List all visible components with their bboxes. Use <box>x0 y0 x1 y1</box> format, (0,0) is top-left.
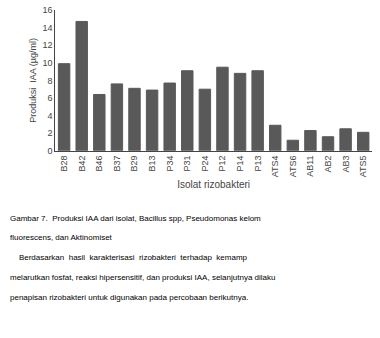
svg-text:ATS6: ATS6 <box>288 155 298 177</box>
svg-text:10: 10 <box>43 58 53 68</box>
svg-text:P14: P14 <box>235 155 245 171</box>
svg-text:B42: B42 <box>77 155 87 171</box>
svg-text:B46: B46 <box>94 155 104 171</box>
svg-text:6: 6 <box>48 93 53 103</box>
svg-text:AB3: AB3 <box>341 155 351 172</box>
svg-text:Berdasarkan hasil karakteris: Berdasarkan hasil karakterisasi rizobakt… <box>10 253 248 262</box>
svg-text:B13: B13 <box>147 155 157 171</box>
svg-text:16: 16 <box>43 5 53 15</box>
svg-text:P34: P34 <box>165 155 175 171</box>
svg-text:8: 8 <box>48 76 53 86</box>
svg-text:penapisan rizobakteri untuk di: penapisan rizobakteri untuk digunakan pa… <box>10 293 248 302</box>
svg-text:12: 12 <box>43 40 53 50</box>
svg-text:P24: P24 <box>200 155 210 171</box>
svg-text:AB11: AB11 <box>305 155 315 176</box>
svg-text:0: 0 <box>48 146 53 156</box>
svg-text:Gambar 7. Produksi IAA dari i: Gambar 7. Produksi IAA dari isolat, Baci… <box>10 214 261 223</box>
svg-text:4: 4 <box>48 111 53 121</box>
svg-text:14: 14 <box>43 23 53 33</box>
svg-text:B28: B28 <box>59 155 69 171</box>
svg-text:B37: B37 <box>112 155 122 171</box>
svg-text:B29: B29 <box>129 155 139 171</box>
svg-text:ATS4: ATS4 <box>270 155 280 177</box>
svg-text:P31: P31 <box>182 155 192 171</box>
svg-text:melarutkan fosfat, reaksi hipe: melarutkan fosfat, reaksi hipersensitif,… <box>10 273 275 282</box>
svg-text:Isolat rizobakteri: Isolat rizobakteri <box>177 179 250 190</box>
svg-text:ATS5: ATS5 <box>358 155 368 177</box>
svg-text:P13: P13 <box>253 155 263 171</box>
svg-text:Produksi IAA (µg/ml): Produksi IAA (µg/ml) <box>28 38 38 123</box>
svg-text:AB2: AB2 <box>323 155 333 172</box>
svg-text:P12: P12 <box>217 155 227 171</box>
svg-text:fluorescens, dan Aktinomiset: fluorescens, dan Aktinomiset <box>10 233 113 242</box>
svg-text:2: 2 <box>48 128 53 138</box>
